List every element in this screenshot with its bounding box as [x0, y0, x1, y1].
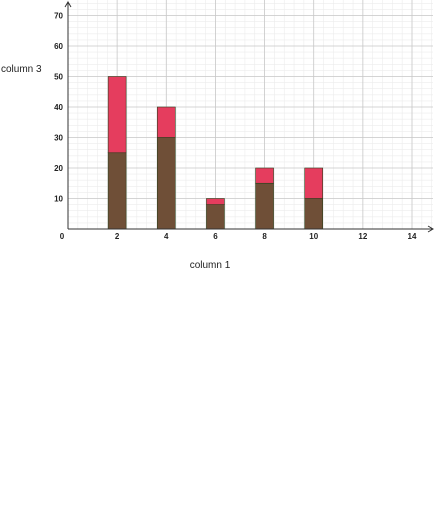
bar-segment-1: [304, 198, 324, 230]
bar-segment-2: [107, 76, 127, 154]
y-tick-label: 10: [54, 195, 63, 204]
y-tick-label: 70: [54, 12, 63, 21]
bar-segment-2: [255, 167, 274, 184]
bar-segment-1: [206, 204, 225, 230]
x-tick-label: 2: [115, 232, 120, 241]
bar-segment-1: [156, 137, 176, 230]
tick-labels: 0 2 4 6 8 10 12 14 10 20 30 40 50 60 70: [54, 12, 417, 242]
x-tick-label: 0: [60, 232, 65, 241]
bar-segment-2: [304, 167, 324, 199]
y-axis-arrow: [64, 1, 72, 8]
x-axis-title: column 1: [190, 260, 231, 271]
y-tick-label: 50: [54, 73, 63, 82]
x-tick-label: 4: [164, 232, 169, 241]
y-axis-title: column 3: [1, 64, 42, 75]
y-tick-label: 40: [54, 103, 63, 112]
x-tick-label: 10: [309, 232, 318, 241]
y-tick-label: 30: [54, 134, 63, 143]
x-tick-label: 6: [213, 232, 218, 241]
x-axis-arrow: [427, 225, 434, 233]
bar-segment-1: [255, 182, 274, 230]
x-tick-label: 8: [262, 232, 267, 241]
axes: [64, 1, 434, 233]
y-tick-label: 20: [54, 164, 63, 173]
y-tick-label: 60: [54, 42, 63, 51]
bar-segment-2: [206, 198, 225, 205]
bar-segment-1: [107, 152, 127, 230]
bar-segment-2: [156, 106, 176, 138]
x-tick-label: 14: [408, 232, 417, 241]
x-tick-label: 12: [358, 232, 367, 241]
bars: [107, 76, 324, 230]
